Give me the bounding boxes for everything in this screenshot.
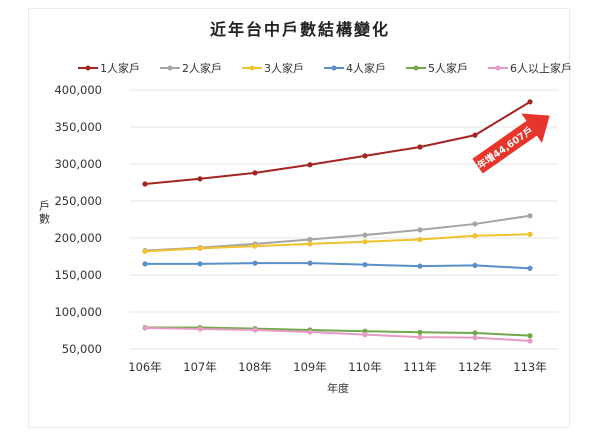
x-tick-label: 107年	[183, 360, 216, 374]
x-tick-label: 109年	[293, 360, 326, 374]
data-point	[417, 227, 423, 233]
legend-label: 2人家戶	[182, 61, 222, 75]
data-point	[417, 144, 423, 150]
legend-marker	[85, 65, 91, 71]
data-point	[472, 221, 478, 227]
x-tick-label: 111年	[403, 360, 436, 374]
data-point	[362, 153, 368, 159]
y-tick-label: 400,000	[54, 83, 102, 97]
data-point	[362, 239, 368, 245]
data-point	[197, 326, 203, 332]
legend-label: 4人家戶	[346, 61, 386, 75]
data-point	[142, 181, 148, 187]
y-axis-label: 戶數	[38, 200, 51, 226]
legend-marker	[413, 65, 419, 71]
annotation-text: 年增44,607戶	[475, 124, 535, 171]
data-point	[417, 334, 423, 340]
legend-label: 6人以上家戶	[510, 61, 572, 75]
data-point	[472, 330, 478, 336]
data-point	[197, 176, 203, 182]
series-line-3	[144, 233, 531, 253]
data-point	[197, 261, 203, 267]
x-tick-label: 108年	[238, 360, 271, 374]
data-point	[472, 132, 478, 138]
data-point	[307, 329, 313, 335]
legend-marker	[331, 65, 337, 71]
data-point	[472, 335, 478, 341]
data-point	[417, 236, 423, 243]
data-point	[307, 260, 313, 266]
data-point	[142, 261, 148, 267]
data-point	[417, 263, 423, 269]
x-axis-label: 年度	[327, 381, 349, 395]
y-tick-label: 100,000	[54, 305, 102, 319]
data-point	[252, 170, 258, 176]
legend-label: 3人家戶	[264, 61, 304, 75]
data-point	[417, 329, 423, 335]
data-point	[307, 241, 313, 247]
data-point	[362, 232, 368, 238]
data-point	[527, 265, 533, 271]
x-tick-label: 112年	[458, 360, 491, 374]
data-point	[197, 245, 203, 251]
y-tick-label: 300,000	[54, 157, 102, 171]
y-tick-label: 350,000	[54, 120, 102, 134]
legend-label: 5人家戶	[428, 61, 468, 75]
y-tick-label: 200,000	[54, 231, 102, 245]
data-point	[527, 99, 533, 105]
data-point	[252, 327, 258, 333]
chart-title: 近年台中戶數結構變化	[209, 20, 390, 39]
legend-marker	[249, 65, 255, 71]
data-point	[307, 236, 313, 243]
data-point	[142, 325, 148, 331]
series-line-5	[145, 326, 531, 337]
y-tick-label: 250,000	[54, 194, 102, 208]
data-point	[252, 260, 258, 266]
y-tick-label: 50,000	[62, 342, 102, 356]
legend-label: 1人家戶	[100, 61, 140, 75]
series-line-1	[144, 100, 531, 185]
legend-marker	[167, 65, 173, 71]
data-point	[252, 243, 258, 249]
x-tick-label: 113年	[513, 360, 546, 374]
data-point	[527, 338, 533, 344]
x-tick-label: 110年	[348, 360, 381, 374]
legend-marker	[495, 65, 501, 71]
data-point	[142, 248, 148, 254]
data-point	[362, 332, 368, 338]
series-line-4	[145, 262, 531, 270]
data-point	[527, 231, 533, 237]
chart-frame	[28, 8, 570, 428]
series-line-6	[144, 326, 531, 342]
data-point	[307, 162, 313, 168]
data-point	[472, 233, 478, 239]
arrow-icon	[472, 113, 550, 174]
data-point	[362, 262, 368, 268]
y-tick-label: 150,000	[54, 268, 102, 282]
series-line-2	[144, 214, 531, 252]
data-point	[472, 262, 478, 268]
x-tick-label: 106年	[128, 360, 161, 374]
data-point	[527, 333, 533, 339]
data-point	[527, 213, 533, 219]
